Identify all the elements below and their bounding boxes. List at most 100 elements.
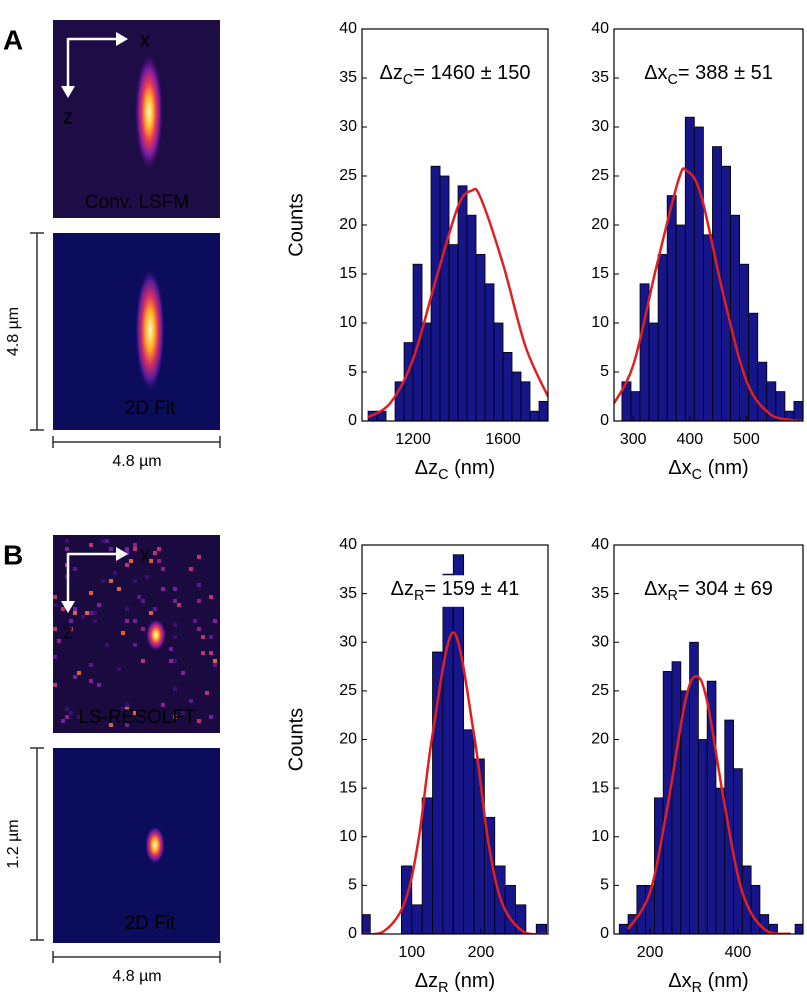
bar: [520, 381, 531, 421]
image-fit: [53, 748, 220, 943]
speckle: [73, 567, 77, 571]
bar: [618, 923, 629, 934]
axis-x-label: x: [140, 29, 150, 51]
speckle: [125, 703, 129, 707]
label-main: Δz: [415, 970, 438, 992]
bar: [793, 400, 803, 421]
image-raw: [53, 535, 220, 733]
y-tick-label: 20: [591, 731, 609, 748]
speckle: [121, 631, 125, 635]
speckle: [197, 719, 201, 723]
y-tick-label: 35: [591, 69, 609, 86]
speckle: [97, 603, 101, 607]
bar: [421, 797, 433, 934]
fit-curve: [362, 631, 547, 934]
speckle: [173, 687, 177, 691]
bar: [733, 768, 743, 934]
speckle: [117, 587, 121, 591]
label-sub: C: [668, 72, 678, 88]
y-tick-label: 35: [339, 69, 357, 86]
speckle: [209, 651, 213, 655]
bar: [452, 554, 465, 934]
label-sub: R: [692, 980, 702, 996]
label-rest: (nm): [449, 970, 496, 992]
bar: [703, 234, 713, 421]
speckle: [61, 607, 65, 611]
y-tick-label: 40: [591, 536, 609, 553]
speckle: [197, 583, 201, 587]
speckle: [125, 551, 129, 555]
y-axis-label: Counts: [285, 708, 307, 771]
speckle: [77, 715, 81, 719]
speckle: [65, 547, 69, 551]
speckle: [141, 599, 145, 603]
x-tick-label: 300: [620, 431, 647, 448]
speckle: [177, 603, 181, 607]
speckle: [209, 595, 213, 599]
speckle: [153, 551, 157, 555]
speckle: [137, 595, 141, 599]
speckle: [109, 723, 113, 727]
axis-z-label: z: [63, 106, 73, 128]
y-tick-label: 40: [339, 536, 357, 553]
speckle: [109, 547, 113, 551]
bar: [442, 573, 454, 934]
label-sub: C: [403, 72, 413, 88]
speckle: [73, 611, 77, 615]
y-tick-label: 0: [600, 925, 609, 942]
bar: [504, 884, 516, 934]
bar: [689, 641, 699, 934]
axis-x-label: x: [140, 544, 150, 566]
bar: [473, 758, 485, 934]
speckle: [197, 599, 201, 603]
speckle: [157, 559, 161, 563]
y-tick-label: 5: [348, 363, 357, 380]
label-sub: C: [438, 467, 448, 483]
speckle: [101, 579, 105, 583]
image-label: Conv. LSFM: [85, 192, 189, 213]
annotation-bg: [640, 575, 777, 607]
bar: [529, 410, 540, 421]
y-tick-label: 25: [339, 682, 357, 699]
y-tick-label: 10: [591, 314, 609, 331]
fit-curve: [367, 187, 548, 419]
label-main: Δx: [668, 970, 691, 992]
label-main: Δx: [644, 62, 667, 84]
bar: [630, 391, 641, 421]
speckle: [133, 643, 137, 647]
y-tick-label: 15: [591, 265, 609, 282]
bar: [448, 244, 459, 421]
speckle: [89, 663, 93, 667]
scale-label-h: 4.8 µm: [112, 453, 161, 470]
bar: [421, 322, 432, 421]
y-tick-label: 10: [339, 314, 357, 331]
axis-z-label: z: [63, 621, 73, 643]
y-tick-label: 25: [339, 167, 357, 184]
bar: [730, 214, 741, 421]
speckle: [105, 539, 109, 543]
label-main: Δz: [380, 62, 403, 84]
arrow-head: [61, 86, 75, 98]
speckle: [69, 619, 73, 623]
scale-bars: [30, 747, 221, 963]
speckle: [169, 647, 173, 651]
speckle: [125, 619, 129, 623]
speckle: [197, 627, 201, 631]
speckle: [65, 707, 69, 711]
bar: [515, 904, 527, 934]
label-main: Δx: [668, 457, 691, 479]
speckle: [133, 579, 137, 583]
speckle: [145, 575, 149, 579]
speckle: [181, 711, 185, 715]
y-tick-label: 10: [591, 828, 609, 845]
speckle: [161, 703, 165, 707]
bar: [457, 185, 468, 421]
label-rest: = 159 ± 41: [424, 578, 519, 600]
speckle: [113, 571, 117, 575]
y-tick-label: 5: [600, 363, 609, 380]
scale-label-v: 4.8 µm: [5, 307, 22, 356]
speckle: [81, 615, 85, 619]
bar: [657, 253, 668, 421]
y-tick-label: 20: [339, 216, 357, 233]
subscript-label: ΔzC= 1460 ± 150: [380, 62, 531, 88]
